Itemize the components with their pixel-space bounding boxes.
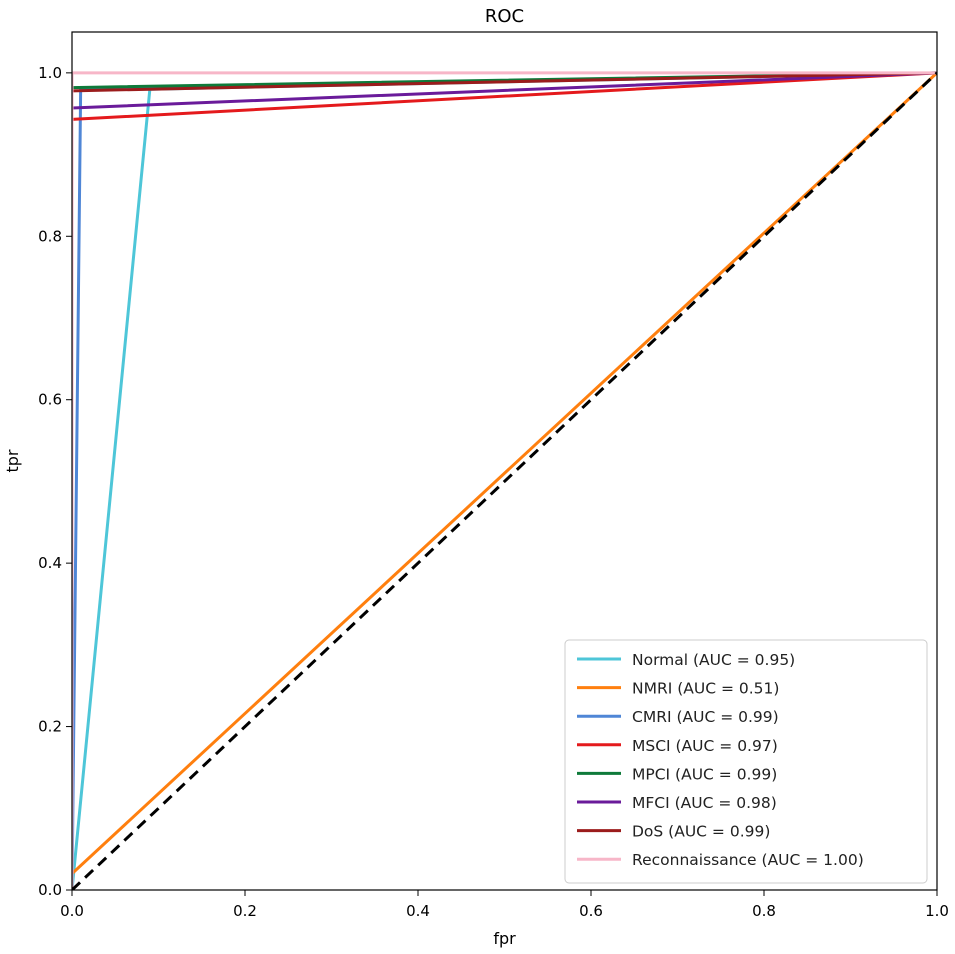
x-tick-label: 0.0 (60, 902, 84, 920)
legend-entry-nmri: NMRI (AUC = 0.51) (632, 680, 779, 698)
y-tick-label: 0.6 (38, 391, 62, 409)
plot-lines (72, 71, 937, 890)
x-tick-label: 1.0 (925, 902, 949, 920)
series-line-msci (72, 71, 937, 890)
x-tick-label: 0.6 (579, 902, 603, 920)
series-line-mfci (72, 71, 937, 890)
legend-entry-cmri: CMRI (AUC = 0.99) (632, 708, 779, 726)
legend: Normal (AUC = 0.95) NMRI (AUC = 0.51) CMRI… (564, 639, 928, 884)
y-tick-label: 0.0 (38, 881, 62, 899)
y-axis-label: tpr (3, 449, 22, 472)
x-tick-label: 0.8 (752, 902, 776, 920)
legend-entry-normal: Normal (AUC = 0.95) (632, 651, 795, 669)
y-axis: 0.0 0.2 0.4 0.6 0.8 1.0 (38, 64, 72, 899)
plot-frame (71, 31, 938, 891)
chart-title: ROC (485, 6, 524, 27)
reference-diagonal-line (72, 71, 937, 890)
y-tick-label: 0.4 (38, 554, 62, 572)
series-line-dos (72, 71, 937, 890)
x-axis: 0.0 0.2 0.4 0.6 0.8 1.0 (60, 890, 949, 920)
y-tick-label: 0.2 (38, 718, 62, 736)
x-tick-label: 0.2 (233, 902, 257, 920)
x-axis-label: fpr (493, 929, 516, 948)
x-tick-label: 0.4 (406, 902, 430, 920)
legend-entry-msci: MSCI (AUC = 0.97) (632, 737, 778, 755)
legend-entry-reconnaissance: Reconnaissance (AUC = 1.00) (632, 851, 864, 869)
y-tick-label: 1.0 (38, 64, 62, 82)
legend-entry-mfci: MFCI (AUC = 0.98) (632, 794, 777, 812)
series-line-reconnaissance (72, 71, 937, 890)
legend-entry-mpci: MPCI (AUC = 0.99) (632, 765, 777, 783)
series-line-nmri (72, 71, 937, 875)
y-tick-label: 0.8 (38, 227, 62, 245)
legend-box (564, 639, 928, 884)
legend-entry-dos: DoS (AUC = 0.99) (632, 823, 770, 841)
